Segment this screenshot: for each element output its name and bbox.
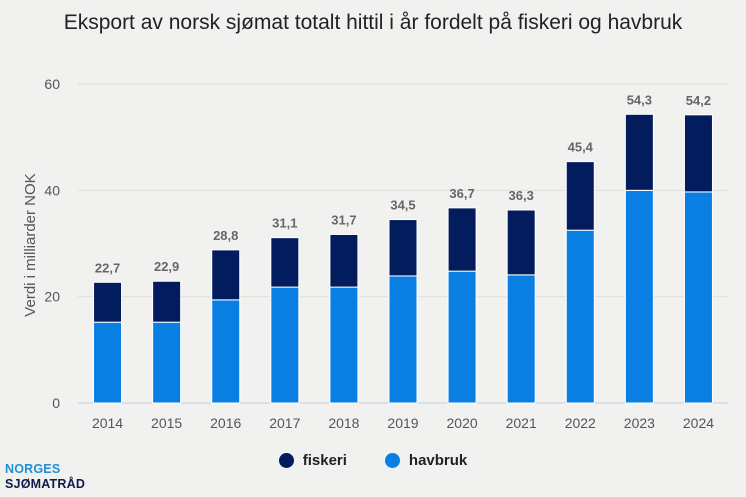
x-tick-label: 2019 xyxy=(387,415,418,431)
data-label-total: 36,3 xyxy=(509,188,534,203)
bar-fiskeri-2017[interactable] xyxy=(270,237,300,288)
x-tick-label: 2015 xyxy=(151,415,182,431)
x-tick-label: 2021 xyxy=(506,415,537,431)
bar-fiskeri-2016[interactable] xyxy=(211,249,241,301)
bar-havbruk-2016[interactable] xyxy=(211,299,241,404)
bar-havbruk-2014[interactable] xyxy=(93,321,123,404)
legend: fiskeri havbruk xyxy=(0,452,746,469)
bar-havbruk-2023[interactable] xyxy=(624,189,654,404)
bar-fiskeri-2018[interactable] xyxy=(329,233,359,288)
y-axis-label: Verdi i milliarder NOK xyxy=(22,173,39,316)
y-tick-label: 40 xyxy=(44,182,60,198)
bar-fiskeri-2019[interactable] xyxy=(388,219,418,277)
bar-havbruk-2019[interactable] xyxy=(388,275,418,404)
y-tick-label: 20 xyxy=(44,289,60,305)
logo-line-1: NORGES xyxy=(5,462,61,476)
x-tick-label: 2017 xyxy=(269,415,300,431)
bar-fiskeri-2015[interactable] xyxy=(152,280,182,323)
bar-havbruk-2020[interactable] xyxy=(447,270,477,404)
x-tick-label: 2024 xyxy=(683,415,714,431)
bar-havbruk-2021[interactable] xyxy=(506,274,536,404)
y-axis-ticks: 0 20 40 60 xyxy=(44,76,60,411)
data-label-total: 28,8 xyxy=(213,228,238,243)
data-label-total: 22,7 xyxy=(95,260,120,275)
x-tick-label: 2023 xyxy=(624,415,655,431)
bar-havbruk-2024[interactable] xyxy=(683,191,713,404)
data-label-total: 22,9 xyxy=(154,259,179,274)
y-tick-label: 60 xyxy=(44,76,60,92)
x-tick-label: 2020 xyxy=(447,415,478,431)
data-labels: 22,7 22,9 28,8 31,1 31,7 34,5 36,7 36,3 45,4 54,3… xyxy=(95,92,711,275)
x-tick-label: 2014 xyxy=(92,415,123,431)
legend-label: fiskeri xyxy=(302,452,347,469)
x-tick-label: 2018 xyxy=(328,415,359,431)
data-label-total: 54,3 xyxy=(627,92,652,107)
bar-havbruk-2022[interactable] xyxy=(565,229,595,404)
bar-fiskeri-2021[interactable] xyxy=(506,209,536,276)
data-label-total: 31,7 xyxy=(331,212,356,227)
bar-fiskeri-2020[interactable] xyxy=(447,207,477,272)
data-label-total: 54,2 xyxy=(686,93,711,108)
bar-havbruk-2015[interactable] xyxy=(152,321,182,404)
bars xyxy=(93,113,713,404)
bar-havbruk-2018[interactable] xyxy=(329,286,359,404)
x-axis-ticks: 2014 2015 2016 2017 2018 2019 2020 2021 2022 2023… xyxy=(92,415,714,431)
data-label-total: 31,1 xyxy=(272,216,297,231)
data-label-total: 36,7 xyxy=(449,186,474,201)
norges-sjomatrad-logo: NORGES SJØMATRÅD xyxy=(5,462,85,492)
bar-fiskeri-2022[interactable] xyxy=(565,161,595,231)
legend-label: havbruk xyxy=(408,452,468,469)
x-tick-label: 2016 xyxy=(210,415,241,431)
legend-dot-havbruk-icon xyxy=(384,453,400,468)
bar-fiskeri-2023[interactable] xyxy=(624,113,654,191)
data-label-total: 45,4 xyxy=(568,140,594,155)
legend-item-fiskeri[interactable]: fiskeri xyxy=(278,452,347,469)
bar-fiskeri-2014[interactable] xyxy=(93,281,123,323)
chart-title: Eksport av norsk sjømat totalt hittil i … xyxy=(63,11,683,34)
data-label-total: 34,5 xyxy=(390,198,415,213)
x-tick-label: 2022 xyxy=(565,415,596,431)
y-tick-label: 0 xyxy=(52,395,60,411)
logo-line-2: SJØMATRÅD xyxy=(5,477,86,491)
bar-havbruk-2017[interactable] xyxy=(270,286,300,404)
legend-item-havbruk[interactable]: havbruk xyxy=(384,452,468,469)
legend-dot-fiskeri-icon xyxy=(278,453,294,468)
bar-fiskeri-2024[interactable] xyxy=(683,114,713,193)
